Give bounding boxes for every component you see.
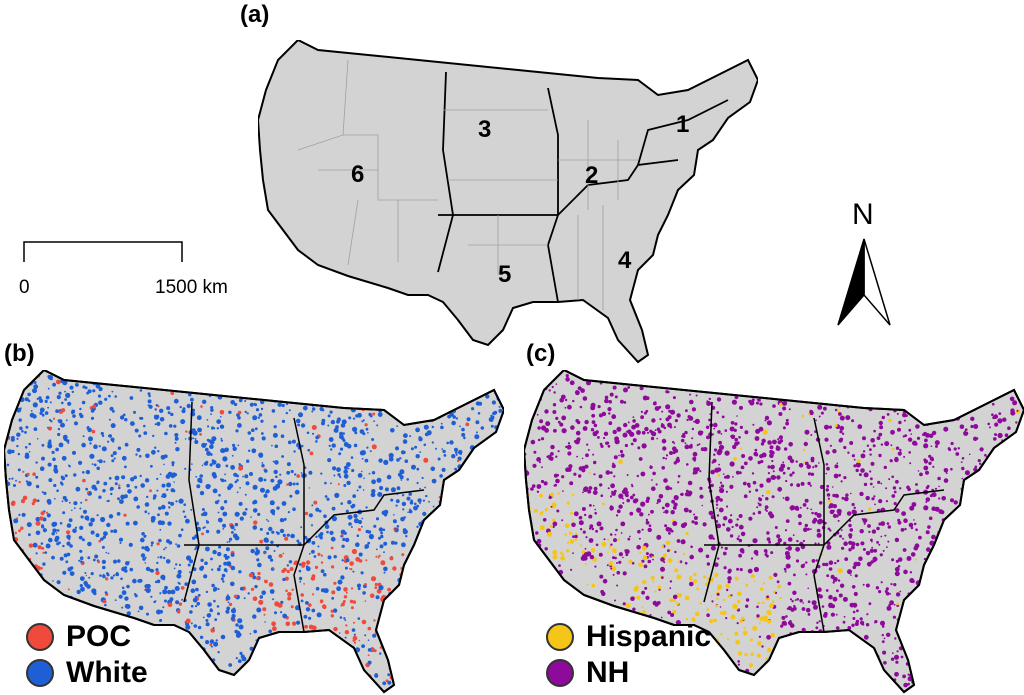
legend-swatch-white [26,659,54,687]
panel-label-b: (b) [4,340,35,367]
legend-swatch-hispanic [546,623,574,651]
legend-item-hispanic: Hispanic [546,620,711,654]
legend-item-poc: POC [26,620,131,654]
region-label-6: 6 [351,161,364,188]
scale-bar [23,241,183,262]
legend-label-white: White [66,656,148,689]
legend-swatch-nh [546,659,574,687]
legend-swatch-poc [26,623,54,651]
panel-label-a: (a) [240,1,270,28]
legend-item-nh: NH [546,656,629,690]
region-label-3: 3 [478,116,491,143]
legend-item-white: White [26,656,148,690]
region-label-2: 2 [585,162,598,189]
region-label-1: 1 [676,111,689,138]
scale-end-label: 1500 km [155,277,228,298]
map-race-poc-white [4,370,504,693]
region-label-5: 5 [498,261,511,288]
north-arrow-icon [837,238,891,326]
legend-label-poc: POC [66,620,132,653]
region-label-4: 4 [618,247,632,274]
scale-start-label: 0 [19,277,30,298]
north-arrow-label: N [852,198,874,231]
map-regions: 1 2 3 4 5 6 [258,40,758,363]
legend-label-nh: NH [586,656,630,689]
panel-label-c: (c) [526,340,556,367]
map-ethnicity-hispanic-nh [524,370,1024,693]
legend-label-hispanic: Hispanic [586,620,712,653]
